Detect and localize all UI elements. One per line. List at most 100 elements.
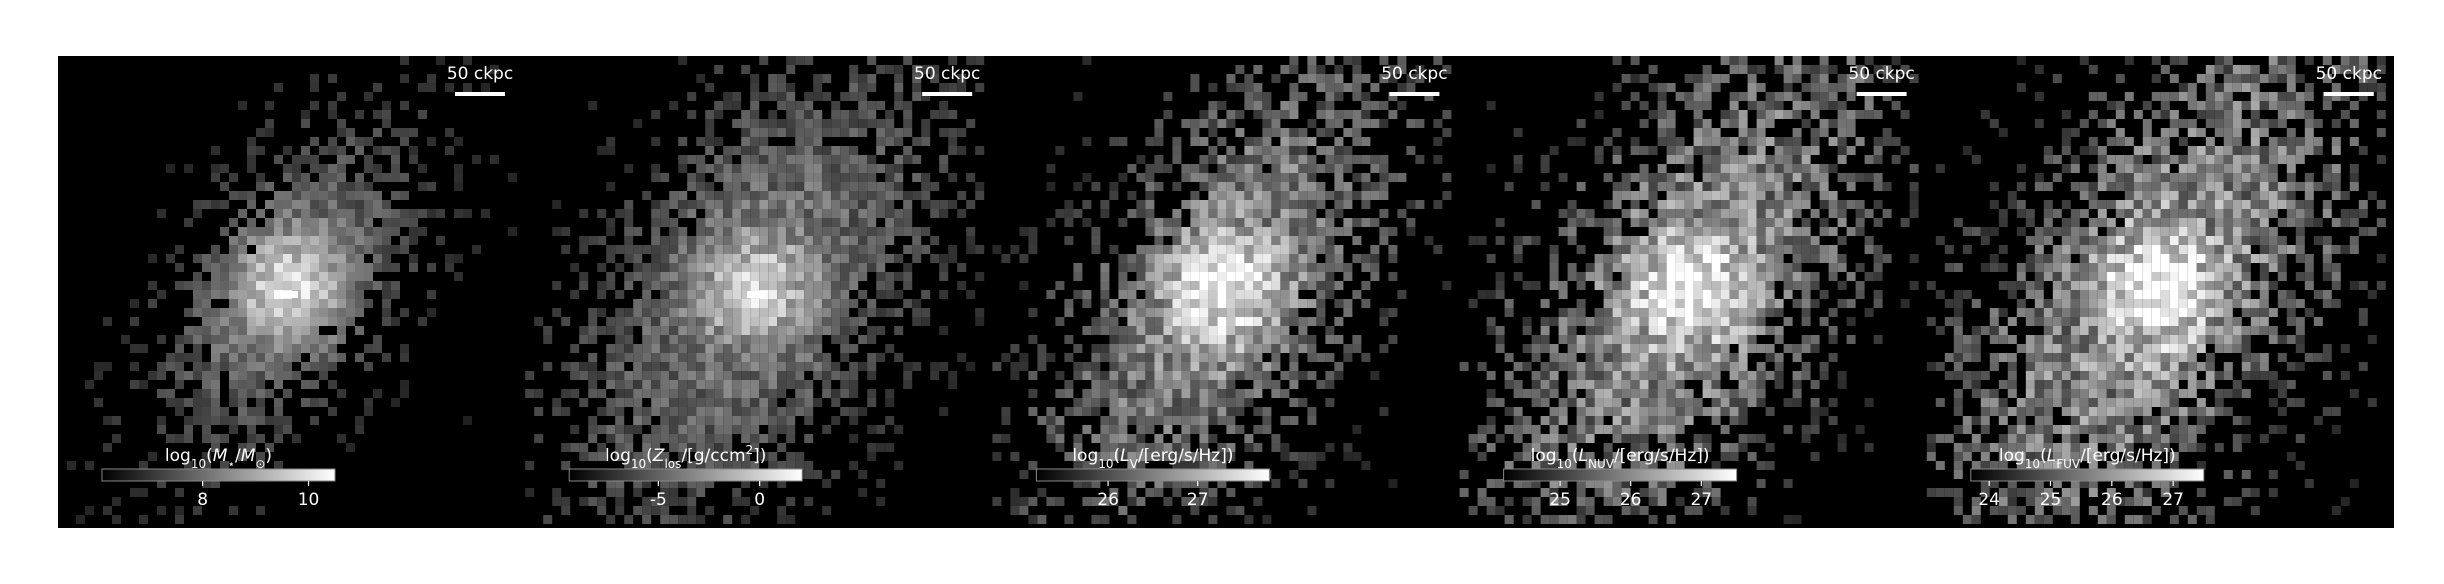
map-pixel [1280,245,1290,254]
colorbar-tick-label: 26 [1097,490,1119,510]
map-pixel [759,479,769,488]
map-pixel [157,290,166,299]
map-pixel [831,335,841,344]
map-pixel [1271,110,1281,119]
map-pixel [1693,362,1703,371]
map-pixel [2250,137,2260,146]
map-pixel [2349,119,2359,128]
map-pixel [804,191,814,200]
map-pixel [1082,389,1092,398]
map-pixel [876,101,886,110]
map-pixel [1621,344,1631,353]
map-pixel [1684,200,1694,209]
map-pixel [912,308,922,317]
map-pixel [2151,146,2161,155]
map-pixel [885,173,895,182]
map-pixel [256,371,265,380]
map-pixel [777,407,787,416]
map-pixel [1855,218,1865,227]
map-pixel [1280,128,1290,137]
map-pixel [660,380,670,389]
map-pixel [1729,254,1739,263]
map-pixel [660,200,670,209]
map-pixel [1729,101,1739,110]
map-pixel [1540,299,1550,308]
map-pixel [373,344,382,353]
map-pixel [1774,110,1784,119]
map-pixel [2115,209,2125,218]
map-pixel [750,362,760,371]
map-pixel [768,308,778,317]
map-pixel [1612,290,1622,299]
map-pixel [1720,344,1730,353]
map-pixel [1549,407,1559,416]
map-pixel [1702,200,1712,209]
map-pixel [1271,290,1281,299]
map-pixel [1352,344,1362,353]
map-pixel [1576,407,1586,416]
map-pixel [1720,56,1730,65]
map-pixel [1199,182,1209,191]
map-pixel [705,290,715,299]
map-pixel [1064,389,1074,398]
map-pixel [2097,209,2107,218]
map-pixel [1603,362,1613,371]
map-pixel [2295,200,2305,209]
map-pixel [732,389,742,398]
map-pixel [597,407,607,416]
map-pixel [2232,209,2242,218]
map-pixel [741,110,751,119]
map-pixel [1567,515,1577,524]
map-pixel [1379,236,1389,245]
map-pixel [696,389,706,398]
map-pixel [265,227,274,236]
map-pixel [1873,335,1883,344]
map-pixel [1675,398,1685,407]
map-pixel [615,353,625,362]
map-pixel [1657,209,1667,218]
map-pixel [894,227,904,236]
map-pixel [1558,497,1568,506]
map-pixel [849,182,859,191]
map-pixel [678,425,688,434]
map-pixel [1379,173,1389,182]
map-pixel [1343,452,1353,461]
map-pixel [2151,164,2161,173]
map-pixel [220,281,229,290]
map-pixel [1172,434,1182,443]
map-pixel [1235,398,1245,407]
map-pixel [346,290,355,299]
map-pixel [2016,56,2026,65]
map-pixel [1298,344,1308,353]
map-pixel [1190,308,1200,317]
map-pixel [768,353,778,362]
map-pixel [714,326,724,335]
map-pixel [1334,245,1344,254]
map-pixel [1666,326,1676,335]
map-pixel [777,290,787,299]
map-pixel [1576,245,1586,254]
map-pixel [804,344,814,353]
map-pixel [292,434,301,443]
map-pixel [1145,137,1155,146]
map-pixel [1145,254,1155,263]
map-pixel [1190,200,1200,209]
map-pixel [1334,83,1344,92]
map-pixel [732,497,742,506]
colorbar-tick-label: 27 [1690,490,1712,510]
map-pixel [472,245,481,254]
map-pixel [1370,101,1380,110]
map-pixel [831,263,841,272]
map-pixel [1352,254,1362,263]
map-pixel [1702,290,1712,299]
label-part: ⊙ [255,457,265,471]
map-pixel [1100,398,1110,407]
map-pixel [121,335,130,344]
map-pixel [1693,263,1703,272]
map-pixel [2268,191,2278,200]
map-pixel [786,290,796,299]
map-pixel [1684,272,1694,281]
map-pixel [1774,146,1784,155]
map-pixel [2106,173,2116,182]
map-pixel [1154,380,1164,389]
